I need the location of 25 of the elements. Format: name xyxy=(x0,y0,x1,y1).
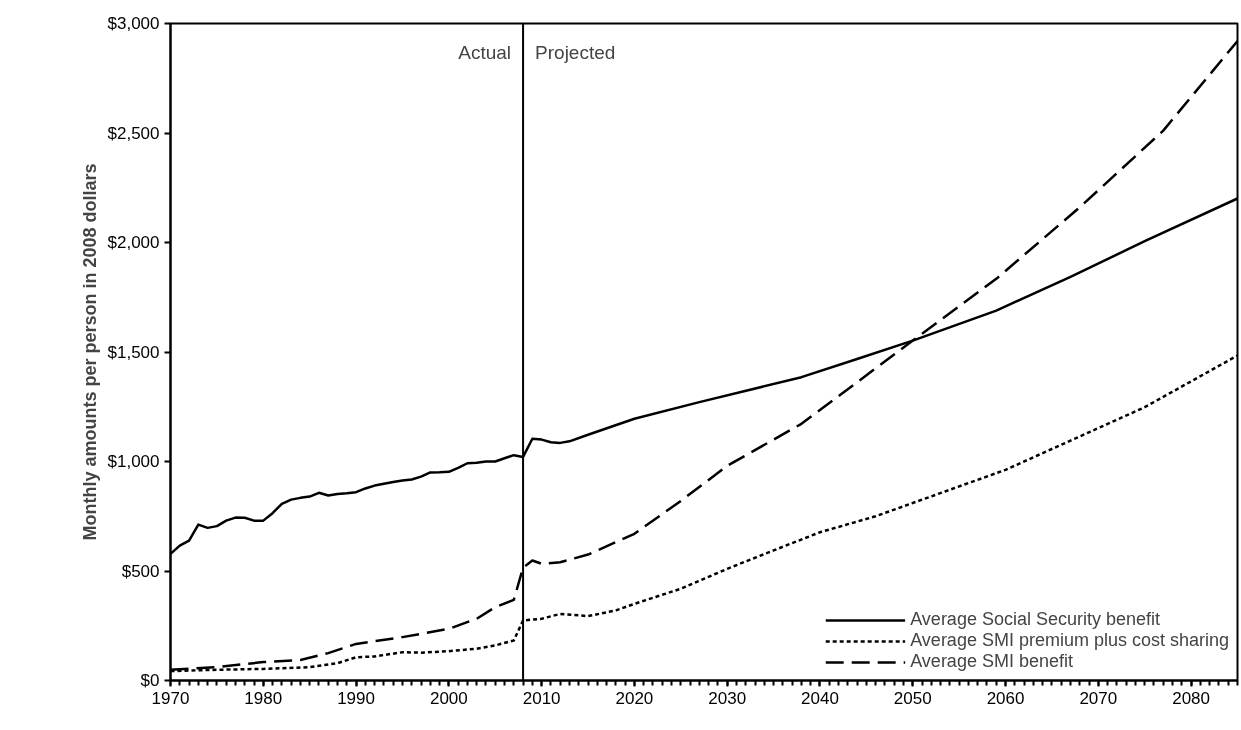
y-tick-label: $1,500 xyxy=(107,342,160,362)
legend-label: Average SMI premium plus cost sharing xyxy=(910,630,1229,651)
legend-label: Average Social Security benefit xyxy=(910,609,1160,630)
y-tick-label: $3,000 xyxy=(107,14,160,33)
x-tick-label: 2040 xyxy=(801,688,839,708)
x-tick-label: 2020 xyxy=(615,688,654,708)
x-tick-label: 2060 xyxy=(986,688,1025,708)
x-tick-label: 1990 xyxy=(337,688,375,708)
y-tick-label: $2,000 xyxy=(107,233,160,252)
x-tick-label: 2080 xyxy=(1172,688,1211,708)
x-tick-label: 2030 xyxy=(708,688,747,708)
y-tick-label: $500 xyxy=(121,561,160,581)
y-tick-label: $0 xyxy=(140,671,160,690)
y-axis-title: Monthly amounts per person in 2008 dollars xyxy=(79,163,100,541)
x-tick-label: 1980 xyxy=(244,688,283,708)
x-tick-label: 2000 xyxy=(429,688,468,708)
annotation: Actual xyxy=(458,41,512,63)
y-tick-label: $1,000 xyxy=(107,452,160,471)
y-tick-label: $2,500 xyxy=(107,123,160,143)
x-tick-label: 1970 xyxy=(151,688,190,708)
annotation: Projected xyxy=(535,41,616,63)
x-tick-label: 2010 xyxy=(522,688,561,708)
x-tick-label: 2050 xyxy=(893,688,932,708)
legend-label: Average SMI benefit xyxy=(910,651,1073,672)
x-tick-label: 2070 xyxy=(1079,688,1118,708)
